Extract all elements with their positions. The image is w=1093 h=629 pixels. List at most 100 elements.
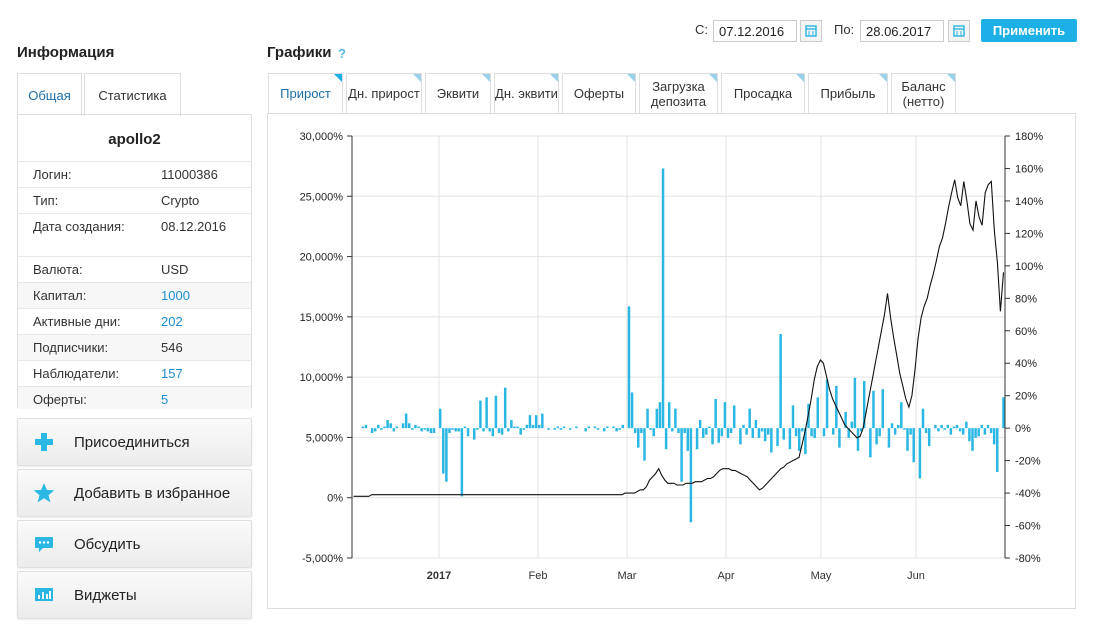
bar bbox=[612, 426, 615, 429]
bar bbox=[965, 421, 968, 429]
from-date-input[interactable]: 07.12.2016 bbox=[713, 20, 797, 42]
chart-tab[interactable]: Эквити bbox=[425, 73, 491, 113]
bar bbox=[553, 428, 556, 430]
join-button[interactable]: Присоединиться bbox=[17, 418, 252, 466]
bar bbox=[921, 408, 925, 429]
bar bbox=[485, 397, 488, 429]
bar bbox=[370, 428, 374, 434]
info-row-key: Дата создания: bbox=[33, 219, 125, 234]
y-tick-label-left: 0% bbox=[327, 493, 343, 505]
chart-tab[interactable]: Дн. эквити bbox=[494, 73, 559, 113]
calendar-icon bbox=[805, 25, 817, 37]
bar bbox=[717, 428, 720, 443]
bar bbox=[961, 428, 965, 435]
bar bbox=[621, 424, 625, 429]
bar bbox=[671, 428, 674, 432]
info-row-value: USD bbox=[161, 262, 189, 277]
bar bbox=[862, 381, 866, 429]
bar bbox=[875, 428, 878, 445]
chart-tab[interactable]: Дн. прирост bbox=[346, 73, 422, 113]
bar bbox=[429, 428, 433, 434]
chart-tab[interactable]: Просадка bbox=[721, 73, 805, 113]
bar bbox=[408, 423, 411, 429]
bar bbox=[955, 424, 959, 429]
bar bbox=[927, 428, 931, 447]
tab-general[interactable]: Общая bbox=[17, 73, 82, 116]
bar bbox=[587, 426, 590, 429]
bar bbox=[983, 428, 987, 435]
y-tick-label-right: -60% bbox=[1015, 521, 1041, 533]
bar bbox=[788, 428, 792, 450]
bar bbox=[739, 428, 742, 445]
to-date-input[interactable]: 28.06.2017 bbox=[860, 20, 944, 42]
bar bbox=[989, 428, 993, 434]
y-tick-label-left: 20,000% bbox=[300, 252, 344, 264]
chart-area: 30,000% 25,000% 20,000% 15,000% 10,000% 5,000… bbox=[267, 113, 1076, 609]
apply-button[interactable]: Применить bbox=[981, 19, 1077, 42]
bar bbox=[782, 428, 785, 440]
bar bbox=[853, 377, 857, 429]
bar bbox=[466, 428, 470, 437]
info-row-key: Оферты: bbox=[33, 392, 87, 407]
bar bbox=[389, 423, 392, 429]
widgets-button[interactable]: Виджеты bbox=[17, 571, 252, 619]
bar bbox=[958, 428, 962, 432]
bar bbox=[494, 395, 498, 429]
bar bbox=[813, 428, 816, 438]
bar bbox=[742, 424, 745, 429]
info-row: Логин: 11000386 bbox=[18, 161, 251, 188]
add-favorite-button[interactable]: Добавить в избранное bbox=[17, 469, 252, 517]
bar bbox=[658, 402, 662, 429]
bar bbox=[420, 428, 423, 432]
info-row-key: Валюта: bbox=[33, 262, 83, 277]
bar bbox=[438, 408, 442, 429]
bar bbox=[646, 408, 649, 429]
tab-statistics[interactable]: Статистика bbox=[84, 73, 181, 116]
bar bbox=[534, 415, 538, 429]
bar bbox=[767, 428, 770, 435]
star-icon bbox=[33, 483, 55, 503]
chart-tab[interactable]: Прирост bbox=[268, 73, 343, 113]
widgets-label: Виджеты bbox=[74, 587, 137, 604]
info-row-key: Тип: bbox=[33, 193, 59, 208]
chart-tab[interactable]: Баланс (нетто) bbox=[891, 73, 956, 113]
bar bbox=[674, 408, 677, 429]
bar bbox=[395, 426, 399, 429]
bar bbox=[760, 428, 764, 432]
bar bbox=[531, 424, 535, 429]
bar bbox=[633, 428, 637, 434]
info-row-value[interactable]: 5 bbox=[161, 392, 169, 407]
chart-tab[interactable]: Прибыль bbox=[808, 73, 888, 113]
account-name: apollo2 bbox=[108, 131, 161, 148]
info-row-value: 546 bbox=[161, 340, 183, 355]
info-row-value[interactable]: 1000 bbox=[161, 288, 190, 303]
bar bbox=[702, 428, 705, 438]
bar bbox=[627, 306, 631, 429]
chart-tab[interactable]: Загрузка депозита bbox=[639, 73, 718, 113]
bar bbox=[476, 428, 479, 430]
discuss-button[interactable]: Обсудить bbox=[17, 520, 252, 568]
bar bbox=[887, 428, 891, 448]
info-row-value[interactable]: 157 bbox=[161, 366, 183, 381]
y-tick-label-right: -80% bbox=[1015, 553, 1041, 565]
info-row-key: Капитал: bbox=[33, 288, 87, 303]
bar bbox=[924, 428, 928, 434]
bar bbox=[618, 428, 621, 430]
bar bbox=[881, 389, 885, 429]
help-icon[interactable]: ? bbox=[338, 46, 346, 61]
from-calendar-button[interactable] bbox=[800, 20, 822, 42]
x-tick-label: Feb bbox=[529, 570, 548, 582]
chart-tab[interactable]: Оферты bbox=[562, 73, 636, 113]
bar bbox=[751, 428, 755, 438]
y-tick-label-right: 20% bbox=[1015, 391, 1037, 403]
bar bbox=[816, 397, 820, 429]
bar bbox=[689, 428, 693, 523]
info-row-value[interactable]: 202 bbox=[161, 314, 183, 329]
bar bbox=[667, 402, 671, 429]
y-tick-label-right: 40% bbox=[1015, 358, 1037, 370]
bar bbox=[361, 426, 365, 429]
bar bbox=[726, 428, 730, 438]
bar bbox=[977, 428, 980, 437]
bar bbox=[745, 428, 748, 435]
to-calendar-button[interactable] bbox=[948, 20, 970, 42]
